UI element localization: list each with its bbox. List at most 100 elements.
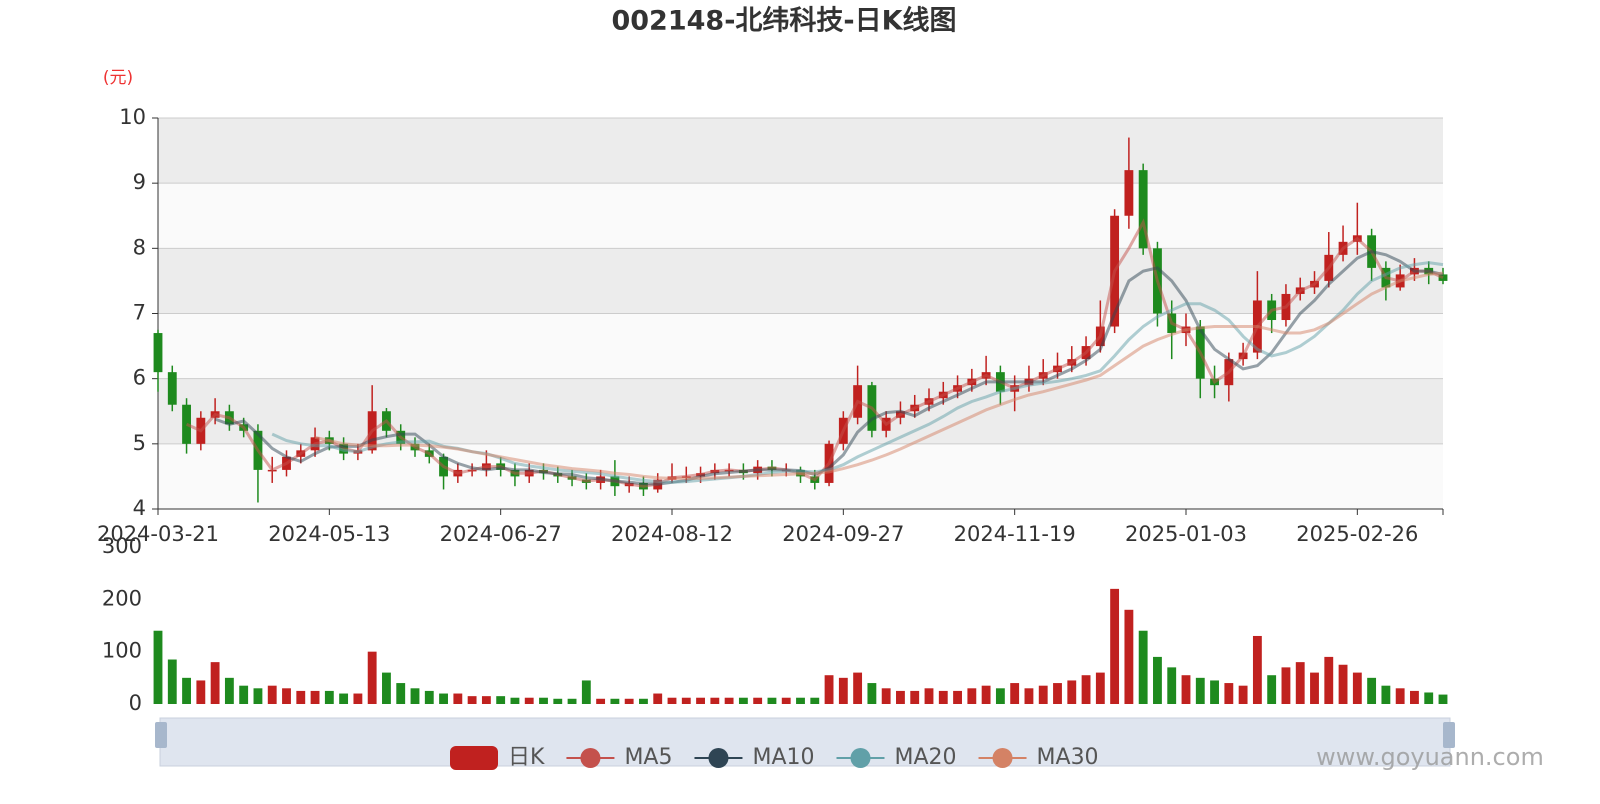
- ma-line: [214, 250, 1444, 486]
- candle-body: [1124, 170, 1134, 216]
- volume-bar: [1095, 672, 1105, 704]
- volume-bar: [253, 688, 263, 704]
- volume-bar: [710, 697, 720, 704]
- volume-bar: [1167, 667, 1177, 704]
- volume-bar: [867, 683, 877, 704]
- volume-bar: [967, 688, 977, 704]
- grid-band: [158, 378, 1443, 444]
- volume-bar: [182, 677, 191, 704]
- volume-bar: [439, 693, 448, 704]
- chart-title: 002148-北纬科技-日K线图: [611, 5, 956, 37]
- volume-bar: [1310, 672, 1319, 704]
- volume-bar: [667, 697, 677, 704]
- volume-bar: [781, 697, 791, 704]
- volume-bar: [567, 698, 577, 704]
- volume-bar: [1252, 635, 1262, 704]
- volume-bar: [1381, 685, 1391, 704]
- volume-bar: [1238, 685, 1248, 704]
- volume-bar: [1352, 672, 1362, 704]
- volume-bar: [1010, 683, 1020, 704]
- volume-bar: [1424, 692, 1434, 704]
- volume-bar: [981, 685, 991, 704]
- grid-band: [158, 248, 1443, 314]
- volume-tick-label: 200: [102, 586, 142, 610]
- volume-bar: [196, 680, 206, 704]
- volume-bar: [1410, 690, 1419, 704]
- legend-label[interactable]: MA10: [752, 745, 814, 770]
- volume-bar: [653, 693, 663, 704]
- legend-icon: [580, 748, 601, 768]
- volume-bar: [339, 693, 349, 704]
- volume-bar: [1195, 677, 1205, 704]
- volume-bar: [1367, 677, 1377, 704]
- volume-bar: [1153, 656, 1162, 704]
- volume-bar: [953, 690, 962, 704]
- x-tick-label: 2025-02-26: [1296, 522, 1418, 546]
- candle-body: [182, 404, 191, 444]
- volume-bar: [310, 690, 320, 704]
- volume-bar: [1024, 688, 1034, 704]
- volume-bar: [1081, 675, 1091, 704]
- volume-bar: [467, 696, 477, 704]
- data-zoom-slider[interactable]: [159, 717, 1451, 767]
- candle-body: [167, 372, 177, 405]
- x-tick-label: 2024-06-27: [440, 522, 562, 546]
- volume-bar: [838, 677, 848, 704]
- volume-bar: [1338, 664, 1348, 704]
- y-tick-label: 4: [133, 496, 146, 520]
- volume-tick-label: 0: [129, 691, 142, 715]
- volume-bar: [853, 672, 863, 704]
- volume-bar: [1053, 683, 1062, 704]
- x-tick-label: 2024-08-12: [611, 522, 733, 546]
- volume-bar: [681, 697, 691, 704]
- volume-bar: [796, 697, 805, 704]
- volume-bar: [239, 685, 249, 704]
- volume-bar: [624, 698, 634, 704]
- legend-icon[interactable]: [450, 746, 498, 770]
- volume-bar: [724, 697, 734, 704]
- y-unit: (元): [103, 68, 133, 88]
- volume-bar: [282, 688, 291, 704]
- volume-bar: [1281, 667, 1291, 704]
- volume-bar: [453, 693, 463, 704]
- grid-band: [158, 183, 1443, 249]
- legend-label[interactable]: MA20: [895, 745, 957, 770]
- volume-tick-label: 100: [102, 639, 142, 663]
- legend-icon: [850, 748, 871, 768]
- grid-band: [158, 118, 1443, 184]
- ma-line: [314, 271, 1444, 480]
- volume-bar: [1324, 656, 1334, 704]
- legend-label[interactable]: 日K: [508, 745, 545, 770]
- volume-bar: [1438, 694, 1448, 704]
- volume-bar: [753, 697, 763, 704]
- legend-label[interactable]: MA30: [1037, 745, 1099, 770]
- zoom-handle-left[interactable]: [155, 722, 167, 748]
- volume-bar: [396, 683, 406, 704]
- ma-line: [185, 218, 1444, 488]
- volume-bar: [267, 685, 277, 704]
- volume-bar: [881, 688, 891, 704]
- volume-bar: [910, 690, 920, 704]
- grid-band: [158, 313, 1443, 379]
- candle-body: [153, 333, 163, 373]
- volume-bar: [938, 690, 948, 704]
- volume-bar: [696, 697, 705, 704]
- volume-bar: [496, 696, 506, 704]
- zoom-handle-right[interactable]: [1443, 722, 1455, 748]
- volume-bar: [367, 651, 377, 704]
- volume-bar: [767, 697, 777, 704]
- volume-bar: [1067, 680, 1077, 704]
- volume-bar: [1038, 685, 1048, 704]
- legend-icon: [708, 748, 729, 768]
- y-tick-label: 8: [133, 235, 146, 259]
- x-tick-label: 2025-01-03: [1125, 522, 1247, 546]
- volume-bar: [410, 688, 420, 704]
- volume-bar: [296, 690, 306, 704]
- volume-bar: [596, 698, 606, 704]
- volume-bar: [510, 697, 520, 704]
- volume-bar: [1138, 630, 1148, 704]
- volume-bar: [924, 688, 934, 704]
- legend-label[interactable]: MA5: [624, 745, 672, 770]
- x-tick-label: 2024-11-19: [954, 522, 1076, 546]
